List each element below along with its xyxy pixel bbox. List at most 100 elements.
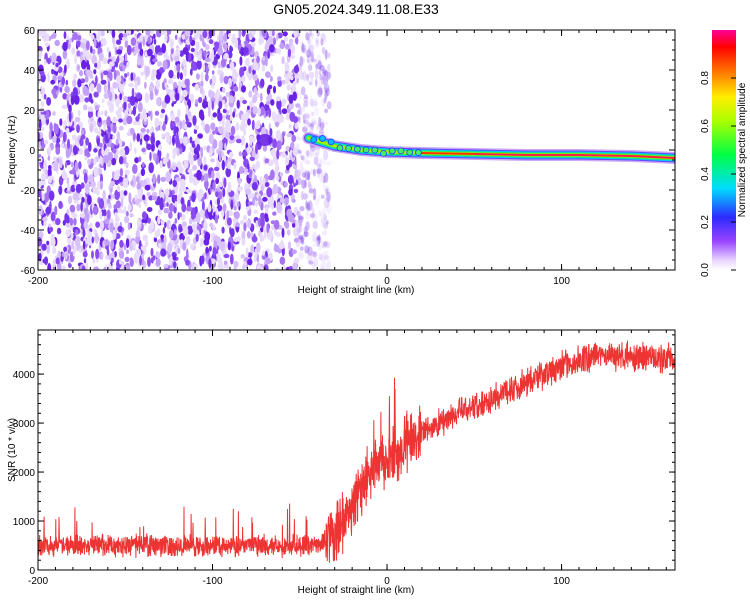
noise-speck (284, 181, 288, 188)
noise-speck (325, 188, 329, 195)
noise-speck (38, 48, 42, 59)
noise-speck (61, 171, 68, 180)
noise-speck (210, 158, 216, 163)
noise-speck (325, 88, 330, 97)
noise-speck (129, 95, 136, 106)
noise-speck (139, 255, 142, 266)
noise-speck (254, 122, 261, 130)
noise-speck (61, 265, 66, 270)
noise-speck (321, 212, 327, 223)
noise-speck (311, 58, 317, 63)
noise-speck (55, 146, 61, 155)
noise-speck (141, 162, 145, 168)
noise-speck (211, 170, 215, 180)
noise-speck (78, 161, 82, 170)
noise-speck (237, 177, 242, 185)
noise-speck (104, 240, 110, 246)
noise-speck (264, 212, 269, 222)
noise-speck (323, 250, 329, 255)
noise-speck (291, 198, 296, 203)
noise-speck (114, 212, 118, 217)
noise-speck (233, 85, 239, 92)
noise-speck (264, 204, 270, 209)
noise-speck (307, 181, 311, 188)
noise-speck (302, 241, 307, 249)
noise-speck (135, 230, 140, 238)
noise-speck (165, 135, 171, 144)
noise-speck (82, 251, 88, 258)
noise-speck (128, 30, 132, 35)
noise-speck (228, 95, 234, 104)
noise-speck (320, 266, 325, 270)
noise-speck (104, 110, 108, 117)
noise-speck (320, 253, 326, 263)
noise-speck (142, 36, 145, 47)
noise-speck (319, 157, 322, 163)
noise-speck (223, 52, 229, 60)
noise-speck (203, 145, 207, 151)
noise-speck (305, 32, 310, 41)
noise-speck (284, 61, 289, 72)
noise-blob (256, 134, 273, 146)
y-tick-label: 0 (29, 146, 35, 157)
noise-speck (64, 162, 68, 169)
noise-speck (48, 129, 52, 141)
noise-speck (239, 77, 242, 82)
noise-speck (243, 30, 246, 35)
noise-speck (169, 38, 174, 49)
noise-speck (122, 33, 128, 38)
noise-speck (292, 91, 298, 101)
noise-speck (182, 136, 188, 147)
noise-speck (163, 207, 170, 214)
noise-speck (229, 113, 233, 122)
noise-speck (159, 120, 163, 132)
noise-speck (255, 220, 259, 228)
noise-speck (103, 209, 107, 217)
noise-speck (109, 222, 114, 233)
noise-speck (127, 103, 131, 109)
noise-speck (68, 104, 72, 113)
noise-speck (43, 93, 47, 100)
noise-speck (99, 220, 104, 231)
noise-speck (255, 242, 261, 254)
snr-background (38, 330, 675, 570)
noise-speck (212, 112, 218, 118)
noise-speck (151, 195, 158, 201)
noise-speck (294, 37, 299, 44)
noise-speck (90, 116, 94, 123)
noise-speck (261, 254, 267, 260)
noise-speck (160, 248, 167, 257)
noise-speck (290, 141, 295, 150)
noise-speck (202, 100, 208, 109)
noise-speck (322, 183, 327, 192)
noise-speck (93, 37, 97, 48)
noise-speck (267, 159, 274, 167)
noise-speck (245, 198, 250, 208)
noise-speck (298, 69, 302, 78)
noise-speck (58, 185, 63, 195)
noise-speck (238, 151, 242, 157)
noise-speck (183, 160, 189, 169)
noise-speck (54, 39, 60, 47)
noise-speck (106, 198, 111, 205)
noise-speck (142, 234, 149, 242)
noise-speck (243, 47, 249, 55)
noise-speck (140, 71, 145, 76)
noise-speck (74, 116, 81, 123)
noise-speck (93, 266, 100, 270)
noise-speck (294, 122, 299, 130)
noise-speck (123, 215, 130, 224)
noise-speck (212, 30, 215, 37)
noise-speck (316, 123, 321, 131)
noise-speck (41, 172, 47, 181)
noise-speck (324, 87, 327, 98)
noise-speck (43, 256, 49, 266)
noise-speck (98, 52, 104, 62)
noise-speck (300, 155, 304, 160)
noise-speck (175, 92, 180, 101)
noise-speck (51, 68, 55, 75)
noise-speck (38, 237, 43, 247)
noise-speck (266, 187, 273, 198)
signal-knot (406, 149, 414, 156)
noise-speck (94, 63, 98, 68)
